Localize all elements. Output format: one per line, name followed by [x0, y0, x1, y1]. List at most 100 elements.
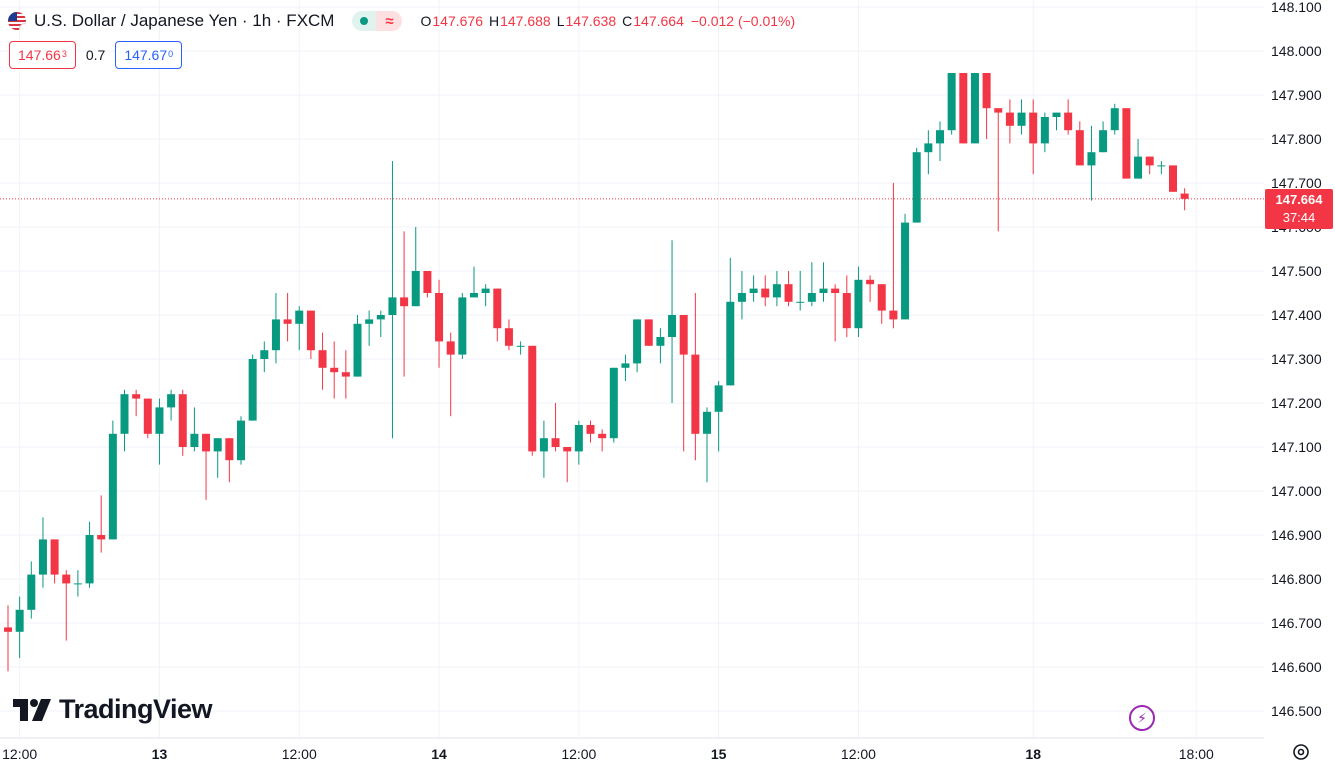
candle-body — [679, 315, 688, 355]
candle-body — [516, 345, 525, 347]
candle-body — [318, 350, 327, 368]
candle-body — [202, 433, 211, 452]
candle — [959, 73, 968, 144]
candle-body — [656, 337, 665, 346]
candle — [446, 332, 455, 417]
candle — [1087, 125, 1096, 201]
candle-body — [190, 433, 199, 447]
candle-body — [819, 288, 828, 293]
candle-body — [784, 284, 793, 302]
time-tick-label: 18 — [1025, 746, 1041, 762]
candle — [481, 284, 490, 307]
candle-body — [27, 574, 36, 610]
candle-body — [598, 433, 607, 439]
price-tick-label: 147.100 — [1271, 439, 1322, 455]
candle — [50, 539, 59, 584]
symbol-title[interactable]: U.S. Dollar / Japanese Yen · 1h · FXCM — [34, 11, 335, 30]
candle — [912, 147, 921, 223]
grid-lines — [0, 0, 1264, 738]
candle — [970, 73, 979, 144]
candle-body — [260, 350, 269, 359]
candle — [877, 284, 886, 324]
candle — [237, 416, 245, 465]
ohlc-values: O147.676 H147.688 L147.638 C147.664 −0.0… — [420, 13, 796, 29]
candle-body — [994, 108, 1003, 113]
price-tick-label: 147.300 — [1271, 351, 1322, 367]
candle — [1122, 108, 1131, 179]
candle-body — [947, 73, 956, 131]
candle — [737, 271, 746, 320]
price-tick-label: 146.500 — [1271, 703, 1322, 719]
candle — [330, 341, 339, 399]
candle-body — [842, 293, 851, 329]
candle-body — [248, 359, 257, 421]
price-tick-label: 147.400 — [1271, 307, 1322, 323]
candle-body — [143, 398, 152, 434]
candle — [772, 271, 781, 307]
candle — [388, 161, 397, 439]
candle-body — [866, 279, 875, 285]
candle — [423, 271, 432, 298]
last-price-label: 147.664 37:44 — [1265, 189, 1333, 229]
chart-legend: U.S. Dollar / Japanese Yen · 1h · FXCM ≈… — [8, 8, 795, 34]
candle — [1169, 165, 1177, 192]
candle-body — [108, 433, 117, 540]
price-tick-label: 147.000 — [1271, 483, 1322, 499]
candle — [167, 389, 176, 421]
sell-button[interactable]: 147.66 3 — [9, 41, 76, 69]
settings-gear-icon[interactable] — [1291, 742, 1311, 762]
candle — [341, 350, 350, 399]
candle — [1099, 121, 1108, 153]
market-status[interactable]: ≈ — [352, 11, 403, 31]
candle-body — [609, 367, 618, 439]
candle — [1040, 112, 1049, 153]
candle-body — [1075, 130, 1084, 166]
candle — [108, 420, 117, 540]
tradingview-logo[interactable]: TradingView — [13, 694, 213, 725]
candle — [924, 130, 933, 175]
usd-jpy-flag-icon — [8, 12, 26, 30]
buy-button[interactable]: 147.67 0 — [115, 41, 183, 69]
candle-body — [388, 297, 397, 315]
candle-body — [901, 222, 910, 320]
candle-body — [633, 319, 642, 364]
candle-body — [959, 73, 968, 144]
candle-body — [912, 152, 921, 223]
candle-body — [539, 438, 548, 452]
candle — [202, 433, 211, 500]
time-tick-label: 12:00 — [561, 746, 596, 762]
candle — [679, 315, 688, 452]
candle — [574, 420, 583, 465]
candle-body — [271, 319, 280, 351]
candle — [27, 561, 36, 619]
candle — [271, 293, 280, 364]
candle-body — [644, 319, 653, 346]
price-axis[interactable]: 148.100148.000147.900147.800147.700147.6… — [1271, 0, 1322, 719]
market-open-dot-icon — [352, 11, 377, 31]
candle — [120, 389, 129, 452]
candle — [504, 319, 513, 351]
candle-body — [528, 345, 537, 452]
candle-body — [97, 535, 106, 540]
candle — [994, 108, 1003, 232]
wave-icon: ≈ — [376, 11, 403, 31]
lightning-icon[interactable]: ⚡ — [1129, 705, 1155, 731]
time-axis[interactable]: 12:00 13 12:00 14 12:00 15 12:00 18 18:00 — [2, 746, 1214, 762]
candle-body — [85, 535, 94, 584]
high-value: 147.688 — [500, 13, 551, 29]
candle-body — [400, 297, 409, 307]
price-tick-label: 146.900 — [1271, 527, 1322, 543]
candle — [598, 429, 607, 452]
candle — [889, 183, 898, 329]
candle-body — [854, 279, 863, 329]
candle-body — [62, 574, 71, 584]
candle — [726, 257, 735, 386]
spread-value: 0.7 — [85, 47, 106, 63]
candle-body — [563, 447, 572, 452]
price-tick-label: 147.700 — [1271, 175, 1322, 191]
candle — [633, 319, 642, 373]
low-value: 147.638 — [565, 13, 617, 29]
candle — [1110, 103, 1119, 135]
candle-body — [586, 425, 595, 434]
